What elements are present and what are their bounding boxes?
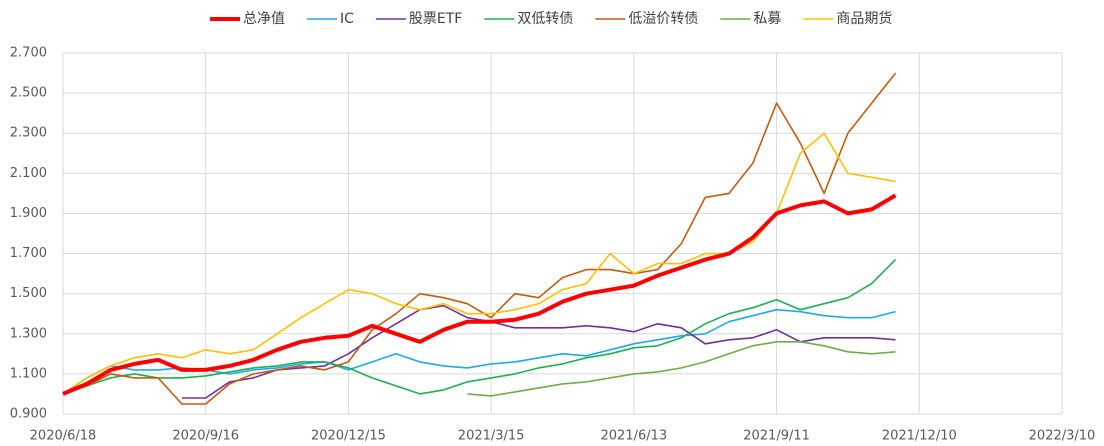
legend: 总净值 IC 股票ETF 双低转债 低溢价转债 私募 商品期货: [210, 10, 892, 27]
y-tick-label: 2.700: [10, 46, 47, 61]
legend-item: IC: [307, 11, 354, 27]
legend-item: 商品期货: [803, 10, 892, 27]
legend-item: 股票ETF: [375, 11, 462, 27]
series-line: [62, 72, 897, 405]
legend-label: 私募: [753, 11, 781, 27]
y-tick-label: 0.900: [10, 407, 47, 422]
x-tick-label: 2022/3/10: [1029, 429, 1096, 444]
x-tick-label: 2021/12/10: [882, 429, 957, 444]
y-tick-label: 2.300: [10, 126, 47, 141]
x-tick-label: 2020/12/15: [311, 429, 386, 444]
y-tick-label: 1.500: [10, 286, 47, 301]
x-tick-label: 2021/6/13: [601, 429, 668, 444]
legend-label: 双低转债: [517, 11, 573, 27]
series-line: [62, 193, 897, 396]
y-tick-label: 1.100: [10, 366, 47, 381]
y-tick-label: 1.300: [10, 326, 47, 341]
series-line: [62, 132, 896, 395]
legend-label: 低溢价转债: [628, 11, 698, 27]
x-tick-label: 2020/6/18: [30, 429, 97, 444]
legend-label: 股票ETF: [409, 11, 462, 27]
series-line: [467, 341, 896, 397]
legend-label: 总净值: [243, 11, 285, 27]
legend-label: 商品期货: [836, 10, 892, 27]
y-tick-label: 2.100: [10, 166, 47, 181]
series-line: [181, 304, 896, 399]
legend-item: 双低转债: [484, 11, 573, 27]
series-line: [62, 259, 897, 395]
y-tick-label: 1.700: [10, 246, 47, 261]
legend-item: 总净值: [210, 11, 285, 27]
y-tick-label: 1.900: [10, 206, 47, 221]
legend-label: IC: [340, 11, 354, 27]
legend-item: 私募: [720, 11, 781, 27]
legend-item: 低溢价转债: [595, 11, 698, 27]
x-tick-label: 2021/9/11: [743, 429, 810, 444]
y-tick-label: 2.500: [10, 86, 47, 101]
x-tick-label: 2021/3/15: [458, 429, 525, 444]
x-tick-label: 2020/9/16: [172, 429, 239, 444]
